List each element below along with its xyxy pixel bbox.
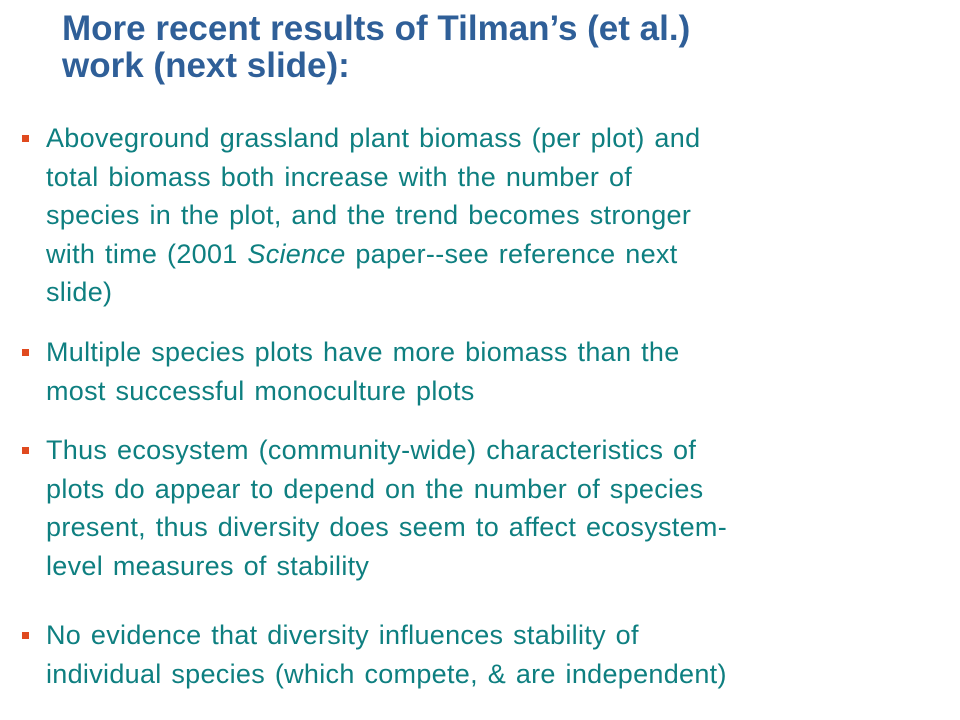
- bullet-line: plots do appear to depend on the number …: [46, 470, 703, 508]
- text: level measures of stability: [46, 550, 370, 581]
- text: Thus ecosystem (community-wide) characte…: [46, 435, 697, 465]
- text: plots do appear to depend on the number …: [46, 473, 704, 504]
- bullet-line: level measures of stability: [46, 547, 369, 585]
- text: paper--see reference next: [345, 238, 678, 269]
- bullet-line: most successful monoculture plots: [46, 372, 475, 410]
- bullet-line: individual species (which compete, & are…: [46, 655, 727, 693]
- text: most successful monoculture plots: [46, 375, 475, 406]
- bullet-line: with time (2001 Science paper--see refer…: [46, 235, 678, 273]
- bullet-line: total biomass both increase with the num…: [46, 158, 632, 196]
- text: species in the plot, and the trend becom…: [46, 200, 692, 230]
- italic-text: Science: [247, 238, 346, 269]
- text: total biomass both increase with the num…: [46, 161, 633, 192]
- text: Multiple species plots have more biomass…: [46, 337, 680, 367]
- bullet-line: No evidence that diversity influences st…: [46, 616, 639, 654]
- bullet-marker: [22, 135, 29, 142]
- bullet-line: Aboveground grassland plant biomass (per…: [46, 119, 700, 157]
- bullet-marker: [22, 632, 29, 639]
- title-line: More recent results of Tilman’s (et al.): [62, 9, 691, 48]
- bullet-line: Multiple species plots have more biomass…: [46, 333, 680, 371]
- bullet-line: Thus ecosystem (community-wide) characte…: [46, 431, 696, 469]
- title-line: work (next slide):: [62, 46, 350, 85]
- text: with time (2001: [46, 238, 248, 269]
- text: No evidence that diversity influences st…: [46, 620, 639, 650]
- text: Aboveground grassland plant biomass (per…: [46, 123, 701, 153]
- bullet-line: slide): [46, 273, 112, 311]
- text: slide): [46, 277, 113, 307]
- bullet-marker: [22, 349, 29, 356]
- bullet-line: species in the plot, and the trend becom…: [46, 196, 691, 234]
- bullet-marker: [22, 447, 29, 454]
- title: More recent results of Tilman’s (et al.)…: [62, 10, 690, 84]
- text: individual species (which compete, & are…: [46, 658, 727, 689]
- bullet-line: present, thus diversity does seem to aff…: [46, 508, 727, 546]
- text: present, thus diversity does seem to aff…: [46, 512, 727, 542]
